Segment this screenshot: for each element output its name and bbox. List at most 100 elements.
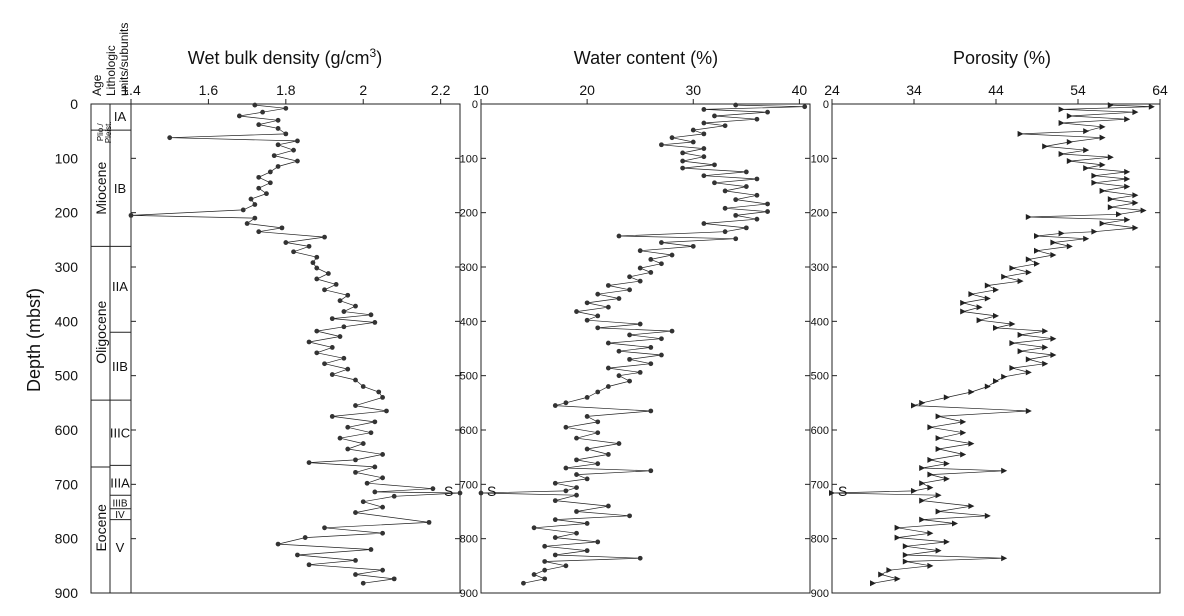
data-point [353,377,358,383]
data-point [584,414,590,419]
data-point [542,576,548,582]
data-point [1107,102,1114,109]
data-point [595,419,601,425]
data-point [552,403,558,408]
data-point [722,205,728,211]
data-point [616,296,622,301]
y-tick-label: 700 [55,476,79,492]
data-point [275,126,281,131]
data-point [457,490,463,496]
data-point [584,395,590,400]
data-point [935,435,942,442]
data-point [993,312,999,319]
data-point [295,158,300,164]
data-point [372,320,378,325]
data-point [902,558,909,565]
data-point [919,465,926,472]
data-point [372,489,378,495]
data-point [637,370,643,375]
data-point [659,261,664,267]
unit-label: IA [114,109,127,124]
y-tick-label-inner: 700 [811,479,829,491]
x-tick-label: 30 [685,82,701,98]
data-point [584,548,590,554]
data-point [605,365,611,371]
data-point [605,340,611,346]
data-point [911,402,917,409]
data-point [360,580,366,586]
data-point [1009,340,1016,347]
data-point [1058,120,1065,127]
data-point [584,476,590,482]
data-point [322,234,327,240]
data-point [256,229,262,235]
data-point [426,519,432,525]
data-point [976,317,983,324]
x-tick-label: 34 [906,82,922,98]
data-point [1025,214,1032,221]
data-point [627,356,632,362]
data-point [1124,216,1131,223]
data-point [935,508,942,515]
data-point [563,488,569,494]
data-point [271,153,277,159]
series-line [831,104,1152,584]
data-point [1025,356,1032,363]
age-label: Eocene [93,504,109,552]
data-point [1001,273,1008,280]
age-label: Pleist. [104,121,113,143]
data-point [595,539,601,545]
y-tick-label: 100 [55,150,79,166]
data-point [552,480,558,486]
data-point [733,212,739,218]
data-point [701,221,707,226]
data-point [960,451,967,458]
unit-label: IIB [112,359,128,374]
data-point [1034,247,1040,254]
data-point [337,435,343,441]
data-point [605,304,611,310]
data-point [960,308,967,315]
data-point [275,142,281,148]
x-tick-label: 2 [359,82,367,98]
data-point [754,192,760,198]
data-point [240,207,246,213]
data-point [563,465,569,471]
data-point [353,457,358,463]
data-point [552,535,558,540]
x-tick-label: 1.4 [121,82,141,98]
data-point [993,286,999,293]
data-point [1050,352,1057,359]
data-point [1099,134,1106,141]
panel-title-density: Wet bulk density (g/cm3) [188,46,382,68]
data-point [894,534,901,541]
data-point [521,580,526,586]
data-point [701,154,707,160]
data-point [574,509,579,514]
y-tick-label: 500 [55,368,79,384]
data-point [574,492,579,498]
data-point [690,139,696,145]
data-point [754,216,760,222]
data-point [291,249,296,255]
y-tick-label: 900 [55,585,79,601]
data-point [605,384,611,389]
data-point [1025,369,1032,376]
data-point [1017,278,1024,285]
unit-label: IIIC [110,426,130,441]
data-point [960,418,967,425]
data-point [1058,106,1065,113]
data-point [984,512,991,519]
data-point [1001,373,1008,380]
data-point [743,169,749,175]
data-point [353,572,358,577]
data-point [669,252,675,258]
data-point [531,525,537,531]
data-point [870,580,876,587]
data-point [295,138,300,144]
data-point [648,256,654,262]
data-point [1132,224,1139,231]
data-point [542,543,548,549]
data-point [329,345,335,350]
data-point [267,180,273,186]
